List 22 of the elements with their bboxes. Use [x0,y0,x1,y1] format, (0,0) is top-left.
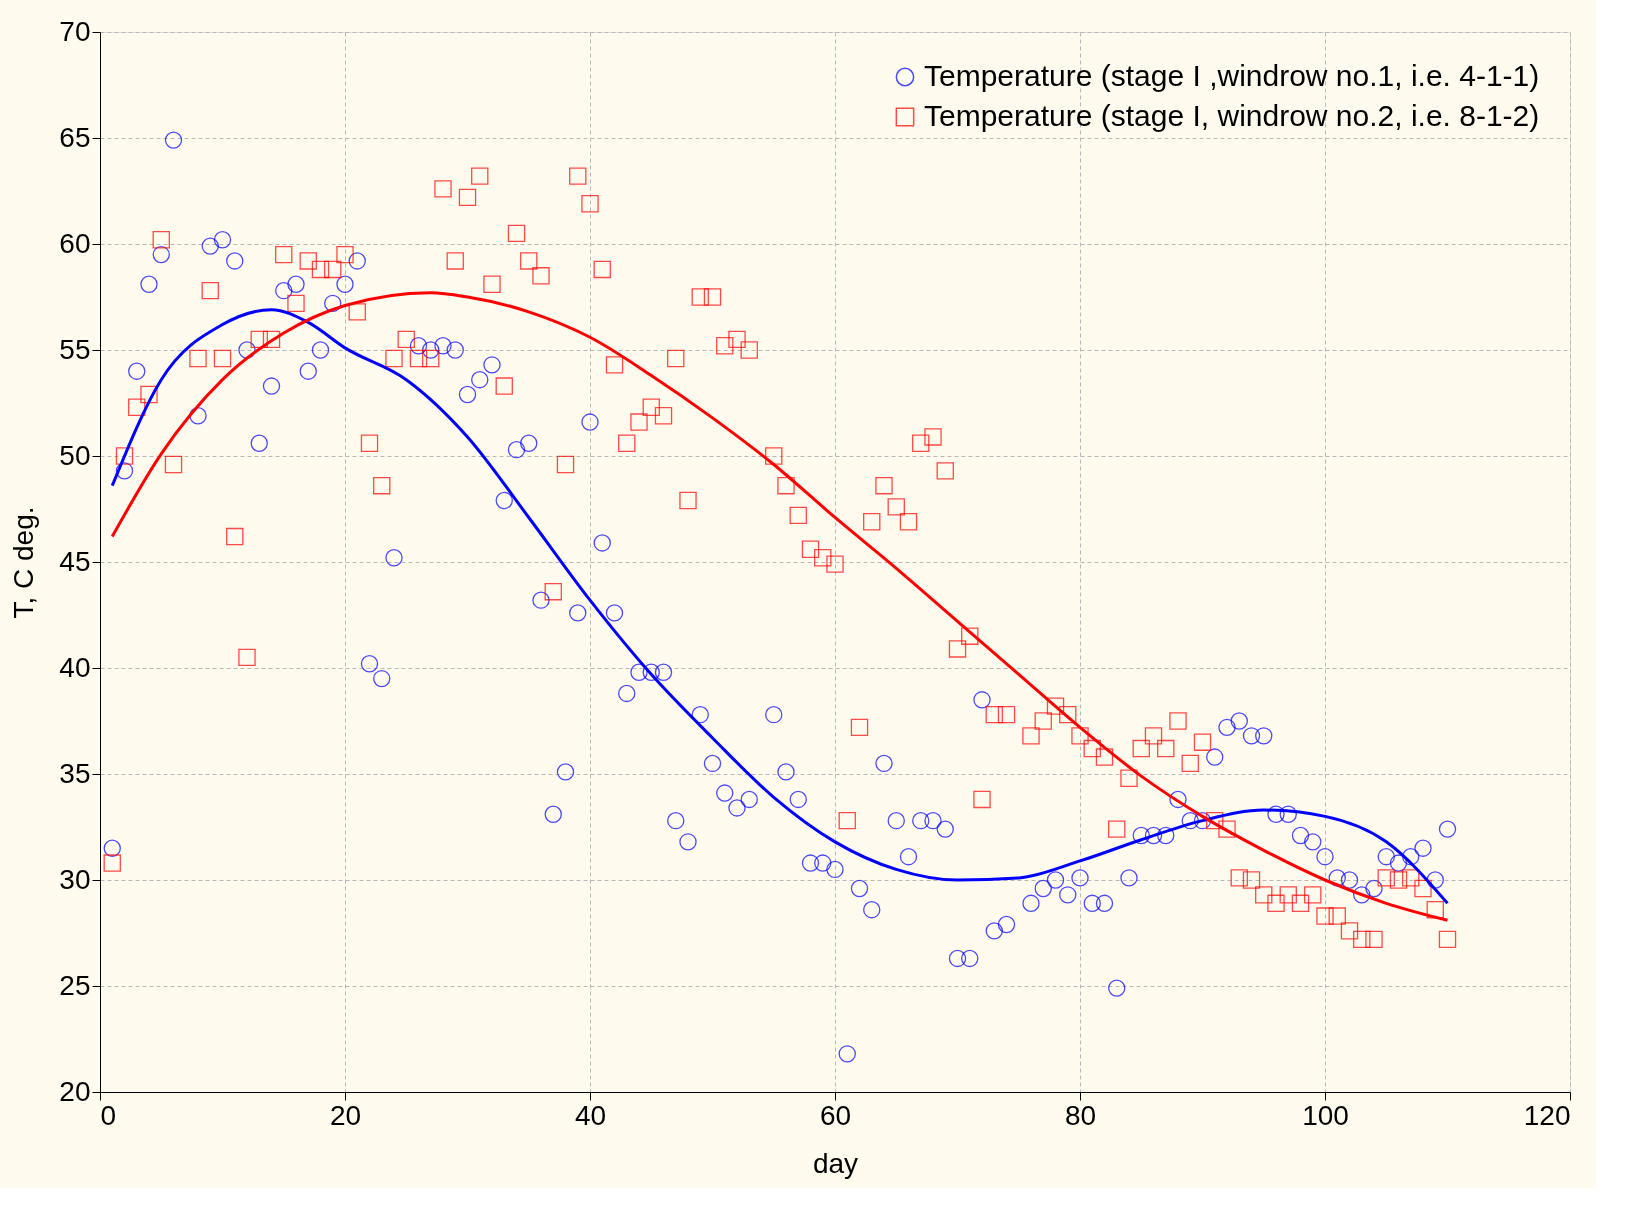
x-tick-label: 40 [574,1099,607,1131]
y-tick-label: 55 [59,333,91,365]
x-tick-label: 80 [1064,1099,1097,1131]
y-axis-title: T, C deg. [8,506,40,619]
y-tick-label: 40 [59,651,91,683]
y-tick-label: 50 [59,439,91,471]
y-tick-label: 45 [59,545,91,577]
y-tick-label: 20 [59,1075,91,1107]
legend-label: Temperature (stage I ,windrow no.1, i.e. 4-1-1) [924,59,1540,92]
x-tick-label: 120 [1523,1099,1571,1131]
x-axis-title: day [812,1147,859,1179]
y-tick-label: 25 [59,969,91,1001]
x-tick-label: 60 [819,1099,852,1131]
y-tick-label: 30 [59,863,91,895]
y-tick-label: 65 [59,121,91,153]
y-tick-label: 35 [59,757,91,789]
y-tick-label: 60 [59,227,91,259]
x-tick-label: 0 [100,1099,117,1131]
x-tick-label: 100 [1302,1099,1349,1131]
y-tick-label: 70 [59,15,91,47]
legend-label: Temperature (stage I, windrow no.2, i.e. 8-1-2) [924,99,1540,132]
x-tick-label: 20 [329,1099,362,1131]
